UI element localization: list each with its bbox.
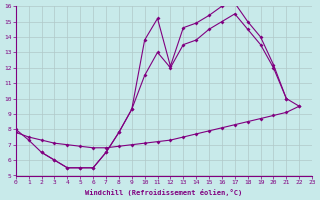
X-axis label: Windchill (Refroidissement éolien,°C): Windchill (Refroidissement éolien,°C) <box>85 189 243 196</box>
